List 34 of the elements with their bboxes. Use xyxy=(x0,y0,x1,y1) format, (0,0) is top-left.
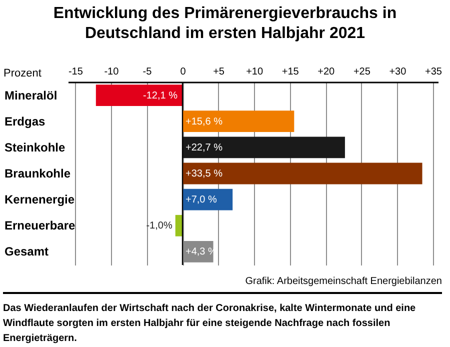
y-tick-label: Kernenergie xyxy=(4,192,75,207)
x-tick-label: -15 xyxy=(68,66,84,78)
x-tick-label: -5 xyxy=(142,66,152,78)
data-label: -1,0% xyxy=(146,220,172,232)
text: Das Wiederanlaufen der Wirtschaft nach der Coronakrise, kalte Wintermonate und eine Windflaute sorgten im ersten Halbjahr für eine steigende Nachfrage nach fossilen Energieträgern. xyxy=(2,302,417,346)
bar xyxy=(175,214,183,236)
x-tick-label: +30 xyxy=(389,66,407,78)
data-label: +22,7 % xyxy=(186,142,223,154)
data-label: -12,1 % xyxy=(143,90,178,102)
y-tick-label: Braunkohle xyxy=(4,166,71,180)
bar xyxy=(96,84,183,106)
text: Grafik: Arbeitsgemeinschaft Energiebilanzen xyxy=(244,276,443,287)
bar xyxy=(182,188,233,210)
x-tick-label: +25 xyxy=(353,66,371,78)
y-tick-label: Erneuerbare xyxy=(4,218,76,233)
x-tick-label: +10 xyxy=(246,66,264,78)
bar xyxy=(182,136,345,158)
y-tick-label: Steinkohle xyxy=(4,140,66,154)
x-tick-label: 0 xyxy=(180,66,186,78)
data-label: +7,0 % xyxy=(186,194,218,206)
bar xyxy=(182,162,422,184)
y-tick-label: Mineralöl xyxy=(4,88,58,102)
bar xyxy=(182,110,294,132)
y-tick-label: Erdgas xyxy=(4,114,46,128)
x-tick-label: +20 xyxy=(318,66,336,78)
x-tick-label: +15 xyxy=(282,66,300,78)
y-tick-label: Gesamt xyxy=(4,244,49,259)
x-axis-title: Prozent xyxy=(4,68,42,80)
x-tick-label: +5 xyxy=(213,66,225,78)
data-label: +33,5 % xyxy=(186,168,223,180)
x-tick-label: -10 xyxy=(104,66,120,78)
data-label: +15,6 % xyxy=(186,116,223,128)
x-tick-label: +35 xyxy=(425,66,442,78)
chart-title: Entwicklung des Primärenergieverbrauchs in Deutschland im ersten Halbjahr 2021 xyxy=(52,4,398,44)
